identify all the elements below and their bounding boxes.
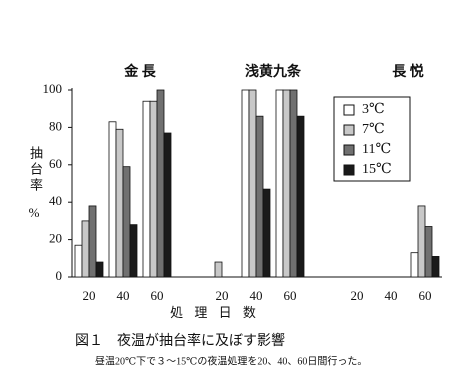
bar: [129, 224, 138, 278]
legend-label: 7℃: [362, 122, 385, 137]
legend-swatch: [343, 124, 355, 136]
y-tick-label: 100: [43, 81, 63, 96]
y-axis-unit: %: [29, 205, 40, 220]
legend-swatch: [343, 104, 355, 116]
bar: [115, 128, 124, 278]
x-tick-label: 60: [151, 288, 164, 303]
x-tick-label: 40: [385, 288, 398, 303]
panel-title: 金 長: [123, 63, 156, 80]
bar: [248, 89, 257, 278]
bar: [95, 261, 104, 278]
panel-title: 浅黄九条: [245, 63, 302, 80]
bar: [88, 205, 97, 278]
y-tick-label: 20: [49, 231, 62, 246]
x-tick-label: 60: [284, 288, 297, 303]
bar: [108, 121, 117, 278]
bar: [275, 89, 284, 278]
legend-label: 15℃: [362, 162, 392, 177]
x-tick-label: 60: [419, 288, 432, 303]
x-tick-label: 40: [250, 288, 263, 303]
bar: [214, 261, 223, 278]
bar: [282, 89, 291, 278]
bar: [149, 100, 158, 278]
bar: [431, 256, 440, 278]
x-tick-label: 40: [117, 288, 130, 303]
bar: [410, 252, 419, 278]
figure-note: 昼温20℃下で３～15℃の夜温処理を20、40、60日間行った。: [95, 354, 367, 367]
figure-caption: 図１ 夜温が抽台率に及ぼす影響: [75, 332, 285, 349]
y-tick-label: 60: [49, 156, 62, 171]
bar: [289, 89, 298, 278]
bar: [74, 244, 83, 278]
y-axis-label: 抽台率: [28, 146, 43, 194]
legend-swatch: [343, 144, 355, 156]
bar: [122, 166, 131, 278]
bar: [262, 188, 271, 278]
x-tick-label: 20: [83, 288, 96, 303]
bar: [142, 100, 151, 278]
panel-title: 長 悦: [392, 63, 424, 80]
bar: [424, 226, 433, 278]
bar: [163, 132, 172, 278]
legend-swatch: [343, 164, 355, 176]
bar: [241, 89, 250, 278]
bar: [417, 205, 426, 278]
x-tick-label: 20: [216, 288, 229, 303]
y-tick-label: 80: [49, 118, 62, 133]
bar: [156, 89, 165, 278]
x-tick-label: 20: [351, 288, 364, 303]
legend-label: 11℃: [362, 142, 391, 157]
y-tick-label: 0: [56, 268, 63, 283]
x-axis-label: 処 理 日 数: [170, 305, 260, 320]
y-tick-label: 40: [49, 193, 62, 208]
bar: [296, 115, 305, 278]
legend-label: 3℃: [362, 102, 385, 117]
bar: [81, 220, 90, 278]
bar: [255, 115, 264, 278]
